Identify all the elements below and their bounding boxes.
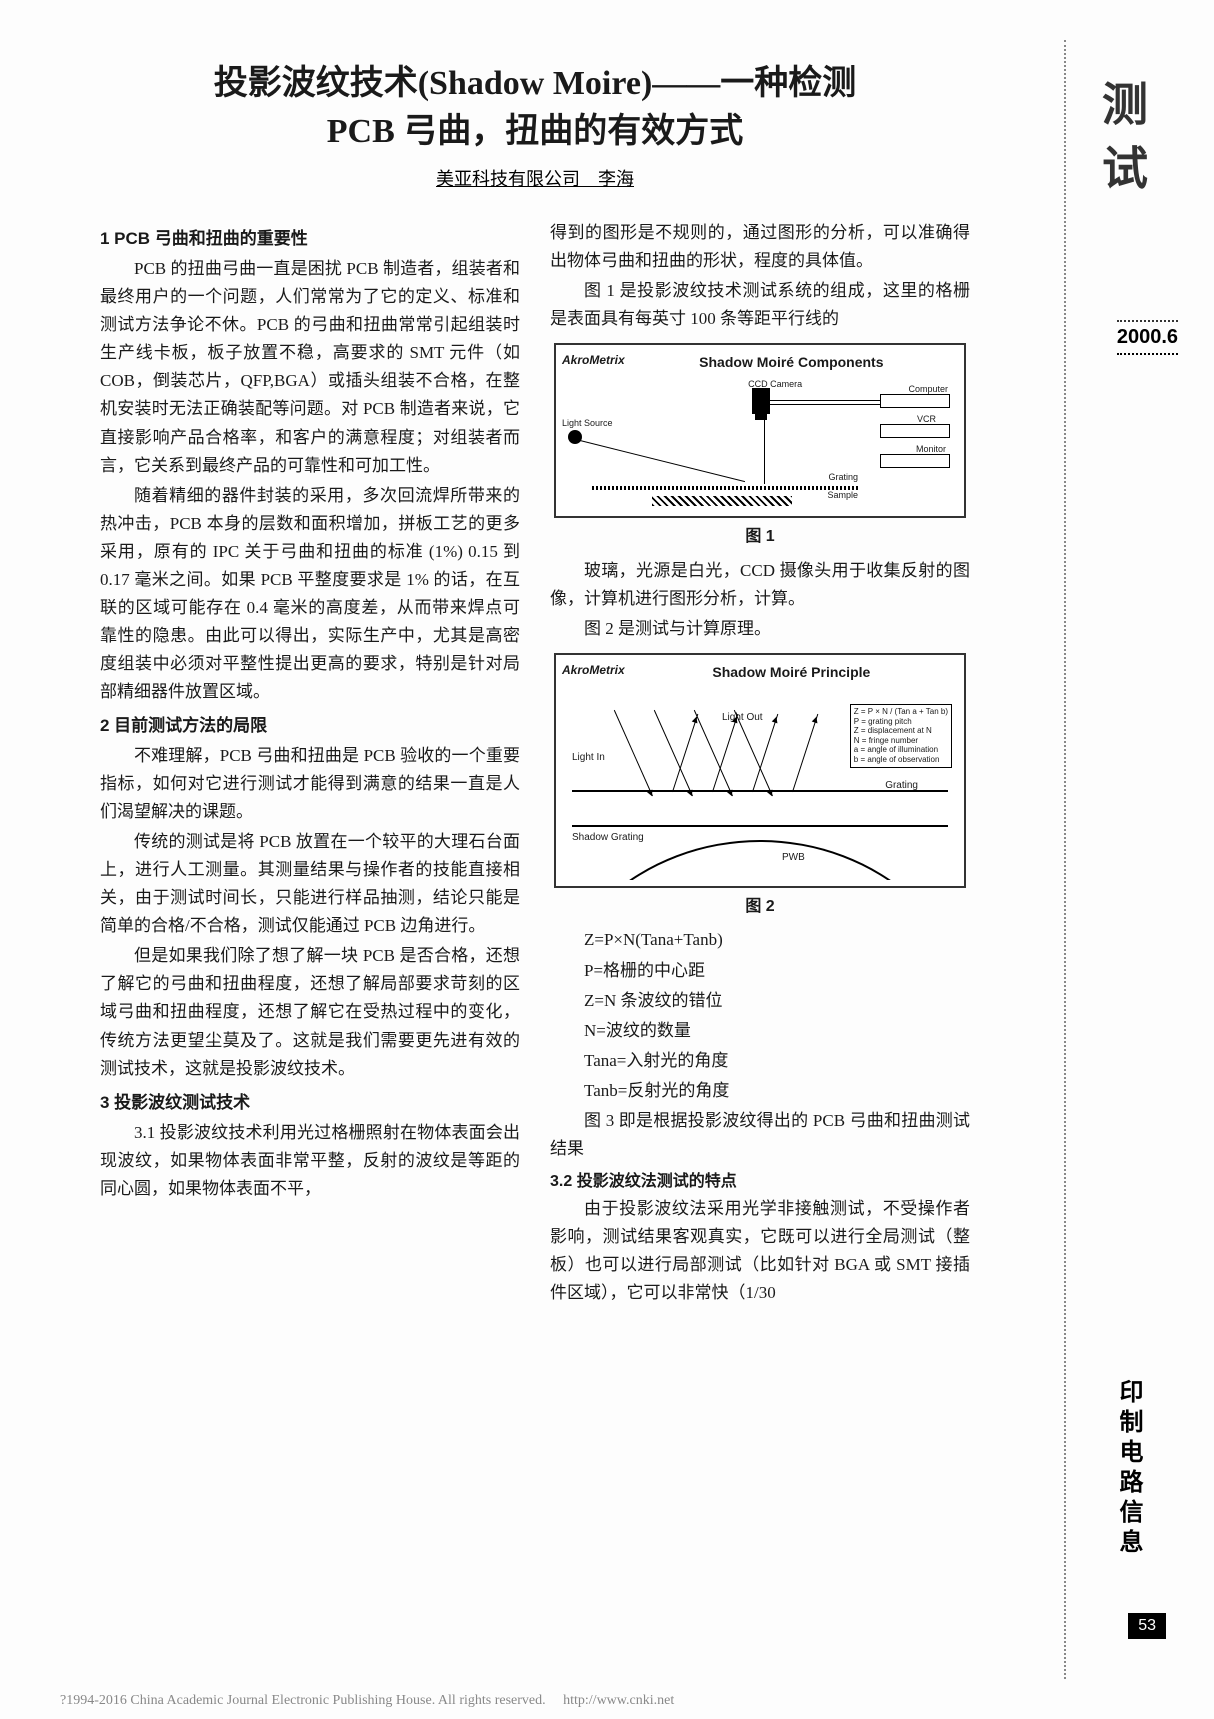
- fig2-logo: AkroMetrix: [562, 661, 625, 690]
- formula-n: N=波纹的数量: [550, 1017, 970, 1045]
- formula-p: P=格栅的中心距: [550, 957, 970, 985]
- fig1-diagram: CCD Camera Light Source Computer VCR: [562, 380, 958, 510]
- footer-copyright: ?1994-2016 China Academic Journal Electr…: [60, 1693, 546, 1708]
- right-column: 得到的图形是不规则的，通过图形的分析，可以准确得出物体弓曲和扭曲的形状，程度的具…: [550, 219, 970, 1309]
- fig1-monitor-label: Monitor: [916, 442, 946, 457]
- sidebar-top-label: 测试: [1088, 80, 1154, 208]
- wire-2: [768, 404, 880, 405]
- sidebar: 测试 2000.6 印制电路信息 53: [1064, 40, 1184, 1679]
- fig2-light-out-label: Light Out: [722, 710, 763, 727]
- figure-1: AkroMetrix Shadow Moiré Components CCD C…: [554, 343, 966, 518]
- ray-out-4: [792, 714, 818, 792]
- formula-z: Z=P×N(Tana+Tanb): [550, 926, 970, 954]
- footer: ?1994-2016 China Academic Journal Electr…: [60, 1693, 1154, 1709]
- page-number: 53: [1128, 1613, 1166, 1639]
- right-p2: 图 1 是投影波纹技术测试系统的组成，这里的格栅是表面具有每英寸 100 条等距…: [550, 277, 970, 333]
- fig1-logo: AkroMetrix: [562, 351, 625, 380]
- section-2-p3: 但是如果我们除了想了解一块 PCB 是否合格，还想了解它的弓曲和扭曲程度，还想了…: [100, 942, 520, 1082]
- section-2-p1: 不难理解，PCB 弓曲和扭曲是 PCB 验收的一个重要指标，如何对它进行测试才能…: [100, 742, 520, 826]
- ccd-camera-icon: [752, 388, 770, 414]
- title-line-2: PCB 弓曲，扭曲的有效方式: [100, 108, 970, 156]
- grating-line: [572, 790, 948, 792]
- fig2-title: Shadow Moiré Principle: [625, 661, 958, 684]
- author: 美亚科技有限公司 李海: [100, 165, 970, 191]
- article-main: 投影波纹技术(Shadow Moire)——一种检测 PCB 弓曲，扭曲的有效方…: [100, 60, 970, 1309]
- fig1-grating-label: Grating: [828, 470, 858, 485]
- light-beam-line: [580, 440, 745, 482]
- section-2-p2: 传统的测试是将 PCB 放置在一个较平的大理石台面上，进行人工测量。其测量结果与…: [100, 828, 520, 940]
- fig2-diagram: Z = P × N / (Tan a + Tan b) P = grating …: [562, 690, 958, 880]
- sample-bar: [652, 496, 792, 506]
- vcr-box: [880, 424, 950, 438]
- formula-tana: Tana=入射光的角度: [550, 1047, 970, 1075]
- section-3-head: 3 投影波纹测试技术: [100, 1089, 520, 1117]
- fig1-computer-label: Computer: [908, 382, 948, 397]
- fig1-sample-label: Sample: [827, 488, 858, 503]
- formula-zn: Z=N 条波纹的错位: [550, 987, 970, 1015]
- fig2-light-in-label: Light In: [572, 750, 605, 767]
- fig1-light-label: Light Source: [562, 416, 613, 431]
- section-3-p1: 3.1 投影波纹技术利用光过格栅照射在物体表面会出现波纹，如果物体表面非常平整，…: [100, 1119, 520, 1203]
- ray-in-1: [614, 710, 653, 796]
- section-1-head: 1 PCB 弓曲和扭曲的重要性: [100, 225, 520, 253]
- figure-2: AkroMetrix Shadow Moiré Principle Z = P …: [554, 653, 966, 888]
- shadow-grating-line: [572, 825, 948, 827]
- fig2-caption: 图 2: [550, 894, 970, 920]
- right-p1: 得到的图形是不规则的，通过图形的分析，可以准确得出物体弓曲和扭曲的形状，程度的具…: [550, 219, 970, 275]
- sidebar-bottom-label: 印制电路信息: [1111, 1379, 1146, 1559]
- light-source-icon: [568, 430, 582, 444]
- sidebar-date: 2000.6: [1117, 320, 1178, 355]
- ray-in-2: [654, 710, 693, 796]
- fig2-grating-label: Grating: [885, 778, 918, 795]
- section-1-p2: 随着精细的器件封装的采用，多次回流焊所带来的热冲击，PCB 本身的层数和面积增加…: [100, 482, 520, 706]
- right-p3: 玻璃，光源是白光，CCD 摄像头用于收集反射的图像，计算机进行图形分析，计算。: [550, 557, 970, 613]
- title-block: 投影波纹技术(Shadow Moire)——一种检测 PCB 弓曲，扭曲的有效方…: [100, 60, 970, 191]
- left-column: 1 PCB 弓曲和扭曲的重要性 PCB 的扭曲弓曲一直是困扰 PCB 制造者，组…: [100, 219, 520, 1309]
- camera-line: [764, 414, 765, 484]
- right-p4: 图 2 是测试与计算原理。: [550, 615, 970, 643]
- right-p5: 图 3 即是根据投影波纹得出的 PCB 弓曲和扭曲测试结果: [550, 1107, 970, 1163]
- section-3-2-head: 3.2 投影波纹法测试的特点: [550, 1169, 970, 1195]
- title-line-1: 投影波纹技术(Shadow Moire)——一种检测: [100, 60, 970, 108]
- right-p6: 由于投影波纹法采用光学非接触测试，不受操作者影响，测试结果客观真实，它既可以进行…: [550, 1195, 970, 1307]
- grating-bar: [592, 486, 858, 490]
- fig1-title: Shadow Moiré Components: [625, 351, 958, 374]
- footer-link[interactable]: http://www.cnki.net: [563, 1693, 674, 1708]
- fig2-shadow-label: Shadow Grating: [572, 830, 644, 847]
- page: 投影波纹技术(Shadow Moire)——一种检测 PCB 弓曲，扭曲的有效方…: [0, 0, 1214, 1719]
- section-2-head: 2 目前测试方法的局限: [100, 712, 520, 740]
- fig1-caption: 图 1: [550, 524, 970, 550]
- two-columns: 1 PCB 弓曲和扭曲的重要性 PCB 的扭曲弓曲一直是困扰 PCB 制造者，组…: [100, 219, 970, 1309]
- formula-tanb: Tanb=反射光的角度: [550, 1077, 970, 1105]
- fig2-equation-box: Z = P × N / (Tan a + Tan b) P = grating …: [850, 704, 952, 768]
- section-1-p1: PCB 的扭曲弓曲一直是困扰 PCB 制造者，组装者和最终用户的一个问题，人们常…: [100, 255, 520, 479]
- wire-1: [768, 400, 880, 401]
- fig1-vcr-label: VCR: [917, 412, 936, 427]
